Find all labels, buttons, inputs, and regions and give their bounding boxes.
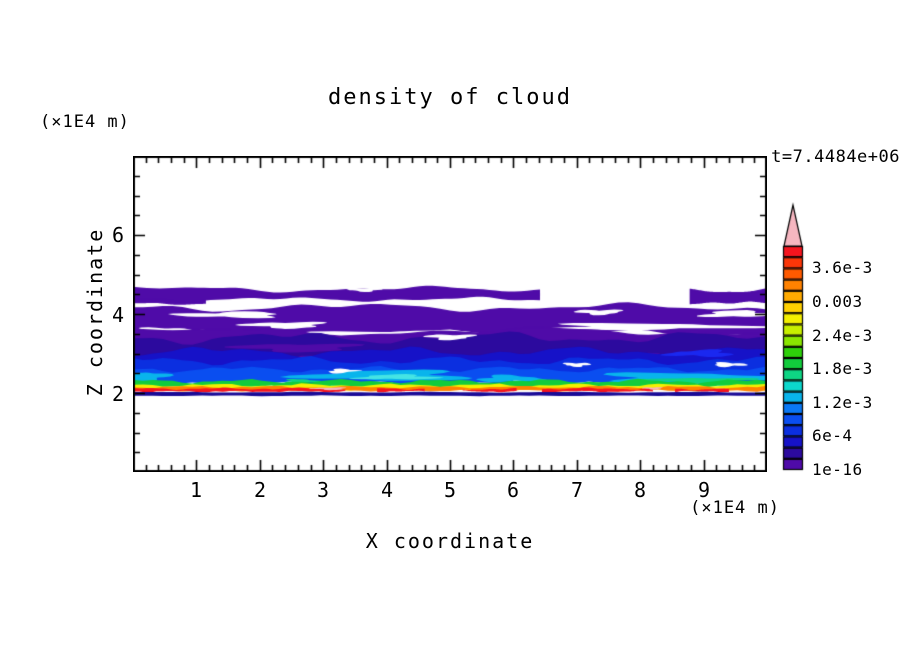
colorbar-label-0p003: 0.003	[812, 292, 863, 311]
x-tick-label-5: 5	[443, 478, 457, 502]
y-tick-label-2: 2	[111, 382, 124, 406]
colorbar-label-2p4e-3: 2.4e-3	[812, 326, 873, 345]
x-axis-title: X coordinate	[365, 529, 535, 553]
x-tick-label-6: 6	[506, 478, 520, 502]
x-tick-label-3: 3	[316, 478, 330, 502]
x-tick-label-7: 7	[570, 478, 584, 502]
colorbar-label-6e-4: 6e-4	[812, 426, 853, 445]
x-tick-label-4: 4	[380, 478, 394, 502]
x-tick-label-1: 1	[189, 478, 203, 502]
y-axis-unit-label: (×1E4 m)	[40, 112, 130, 132]
contour-plot-canvas	[133, 156, 767, 472]
colorbar-label-1p2e-3: 1.2e-3	[812, 393, 873, 412]
colorbar-canvas	[779, 202, 807, 474]
x-axis-unit-label: (×1E4 m)	[690, 498, 780, 518]
colorbar-label-3p6e-3: 3.6e-3	[812, 258, 873, 277]
y-tick-label-4: 4	[111, 303, 124, 327]
y-tick-label-6: 6	[111, 223, 124, 247]
x-tick-label-8: 8	[633, 478, 647, 502]
x-tick-label-2: 2	[253, 478, 267, 502]
colorbar-label-1p8e-3: 1.8e-3	[812, 359, 873, 378]
x-tick-label-9: 9	[697, 478, 711, 502]
time-annotation: t=7.4484e+06	[771, 147, 900, 167]
chart-title: density of cloud	[328, 85, 572, 110]
colorbar-label-1e-16: 1e-16	[812, 460, 863, 479]
